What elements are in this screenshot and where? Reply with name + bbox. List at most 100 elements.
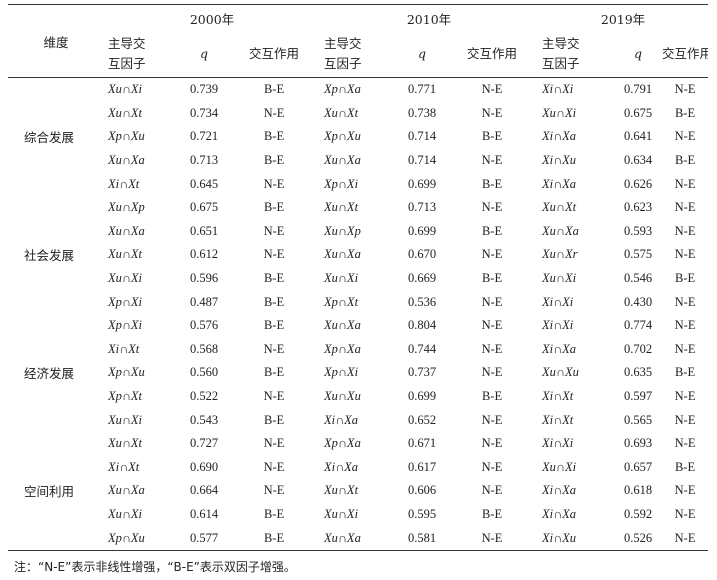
dimension-label: 综合发展 [24, 130, 75, 146]
interaction-type-cell: B-E [674, 365, 696, 380]
factor-cell: Xu∩Xt [108, 247, 143, 262]
table-row: 社会发展 Xu∩Xp 0.675 B-E Xu∩Xt 0.713 N-E Xu∩Xt 0.623… [8, 196, 708, 263]
factor-header-line1: 主导交 [542, 36, 580, 51]
table-row: Xp∩Xu 0.560 B-E Xp∩Xi 0.737 N-E Xu∩Xu 0.635 B-E [8, 361, 708, 385]
interaction-type-cell: N-E [481, 153, 503, 168]
factor-cell: Xu∩Xt [108, 105, 143, 120]
q-value-cell: 0.645 [189, 176, 219, 191]
q-value-cell: 0.635 [623, 365, 653, 380]
factor-cell: Xu∩Xa [108, 223, 145, 238]
factor-cell: Xu∩Xp [324, 223, 361, 238]
q-value-cell: 0.565 [623, 412, 653, 427]
q-value-cell: 0.699 [407, 389, 437, 404]
factor-cell: Xi∩Xa [324, 412, 359, 427]
dimension-header: 维度 [8, 4, 104, 78]
factor-header-line2: 互因子 [108, 56, 146, 71]
factor-cell: Xi∩Xu [542, 530, 577, 545]
interaction-type-cell: B-E [263, 318, 285, 333]
q-value-cell: 0.543 [189, 412, 219, 427]
year-label: 2010年 [406, 11, 452, 27]
factor-cell: Xi∩Xa [542, 129, 577, 144]
factor-cell: Xi∩Xu [542, 153, 577, 168]
q-value-cell: 0.657 [623, 459, 653, 474]
interaction-type-cell: N-E [481, 459, 503, 474]
q-value-cell: 0.606 [407, 483, 437, 498]
interaction-type-cell: B-E [674, 153, 696, 168]
q-value-cell: 0.575 [623, 247, 653, 262]
factor-header-2010: 主导交 互因子 [320, 31, 398, 78]
factor-cell: Xi∩Xt [108, 176, 140, 191]
interaction-type-cell: N-E [481, 82, 503, 97]
factor-cell: Xu∩Xt [542, 200, 577, 215]
factor-cell: Xi∩Xa [324, 459, 359, 474]
table-row: Xu∩Xi 0.596 B-E Xu∩Xi 0.669 B-E Xu∩Xi 0.546 B-E [8, 267, 708, 291]
factor-header-2019: 主导交 互因子 [538, 31, 614, 78]
factor-cell: Xu∩Xa [542, 223, 579, 238]
table-wrapper: 维度 2000年 2010年 2019年 主导交 互因子 q 交互作用 [8, 4, 709, 551]
factor-cell: Xi∩Xi [542, 294, 574, 309]
year-label: 2019年 [600, 11, 646, 27]
q-value-cell: 0.714 [407, 153, 437, 168]
factor-cell: Xp∩Xu [108, 129, 145, 144]
interaction-type-cell: N-E [263, 223, 285, 238]
interaction-type-cell: N-E [674, 176, 696, 191]
factor-cell: Xu∩Xa [324, 153, 361, 168]
factor-cell: Xu∩Xi [324, 506, 359, 521]
table-row: Xu∩Xi 0.614 B-E Xu∩Xi 0.595 B-E Xi∩Xa 0.592 N-E [8, 503, 708, 527]
q-value-cell: 0.721 [189, 129, 219, 144]
interaction-type-cell: N-E [263, 459, 285, 474]
q-value-cell: 0.612 [189, 247, 219, 262]
q-value-cell: 0.546 [623, 271, 653, 286]
interaction-type-cell: N-E [481, 365, 503, 380]
interaction-type-cell: N-E [481, 247, 503, 262]
q-value-cell: 0.487 [189, 294, 219, 309]
q-value-cell: 0.774 [623, 318, 653, 333]
factor-header-line1: 主导交 [108, 36, 146, 51]
q-value-cell: 0.737 [407, 365, 437, 380]
factor-cell: Xi∩Xt [542, 389, 574, 404]
table-row: Xp∩Xu 0.577 B-E Xu∩Xa 0.581 N-E Xi∩Xu 0.526 N-E [8, 526, 709, 551]
factor-cell: Xu∩Xa [108, 153, 145, 168]
factor-cell: Xp∩Xa [324, 82, 361, 97]
interaction-type-cell: B-E [481, 506, 503, 521]
factor-cell: Xu∩Xa [324, 247, 361, 262]
q-value-cell: 0.744 [407, 341, 437, 356]
q-header-2019: q [634, 46, 643, 61]
factor-cell: Xu∩Xi [542, 459, 577, 474]
interaction-type-cell: N-E [674, 436, 696, 451]
factor-cell: Xp∩Xt [108, 389, 143, 404]
q-value-cell: 0.596 [189, 271, 219, 286]
factor-cell: Xu∩Xt [108, 436, 143, 451]
factor-cell: Xp∩Xu [108, 365, 145, 380]
q-value-cell: 0.593 [623, 223, 653, 238]
interaction-table: 维度 2000年 2010年 2019年 主导交 互因子 q 交互作用 [8, 4, 709, 551]
factor-cell: Xu∩Xi [542, 105, 577, 120]
table-row: Xp∩Xi 0.487 B-E Xp∩Xt 0.536 N-E Xi∩Xi 0.430 N-E [8, 290, 708, 314]
interaction-type-cell: N-E [674, 129, 696, 144]
dimension-label: 空间利用 [8, 431, 104, 551]
q-value-cell: 0.641 [623, 129, 653, 144]
table-row: Xi∩Xt 0.645 N-E Xp∩Xi 0.699 B-E Xi∩Xa 0.626 N-E [8, 172, 708, 196]
interaction-type-cell: B-E [263, 271, 285, 286]
q-value-cell: 0.669 [407, 271, 437, 286]
interaction-type-cell: N-E [674, 82, 696, 97]
interaction-type-cell: B-E [674, 105, 696, 120]
q-value-cell: 0.617 [407, 459, 437, 474]
q-value-cell: 0.592 [623, 506, 653, 521]
q-value-cell: 0.664 [189, 483, 219, 498]
year-header-2019: 2019年 [538, 5, 708, 32]
q-value-cell: 0.693 [623, 436, 653, 451]
factor-cell: Xu∩Xu [324, 389, 361, 404]
q-value-cell: 0.614 [189, 506, 219, 521]
interaction-type-cell: N-E [674, 294, 696, 309]
table-body: 综合发展 Xu∩Xi 0.739 B-E Xp∩Xa 0.771 N-E Xi∩Xi 0.791… [8, 78, 709, 551]
interaction-type-cell: N-E [674, 223, 696, 238]
table-row: Xu∩Xt 0.734 N-E Xu∩Xt 0.738 N-E Xu∩Xi 0.675 B-E [8, 102, 708, 126]
factor-cell: Xu∩Xa [324, 530, 361, 545]
q-value-cell: 0.618 [623, 483, 653, 498]
interaction-type-cell: B-E [481, 176, 503, 191]
interaction-type-cell: N-E [674, 530, 696, 545]
q-value-cell: 0.576 [189, 318, 219, 333]
q-value-cell: 0.738 [407, 105, 437, 120]
interaction-type-cell: B-E [263, 82, 285, 97]
